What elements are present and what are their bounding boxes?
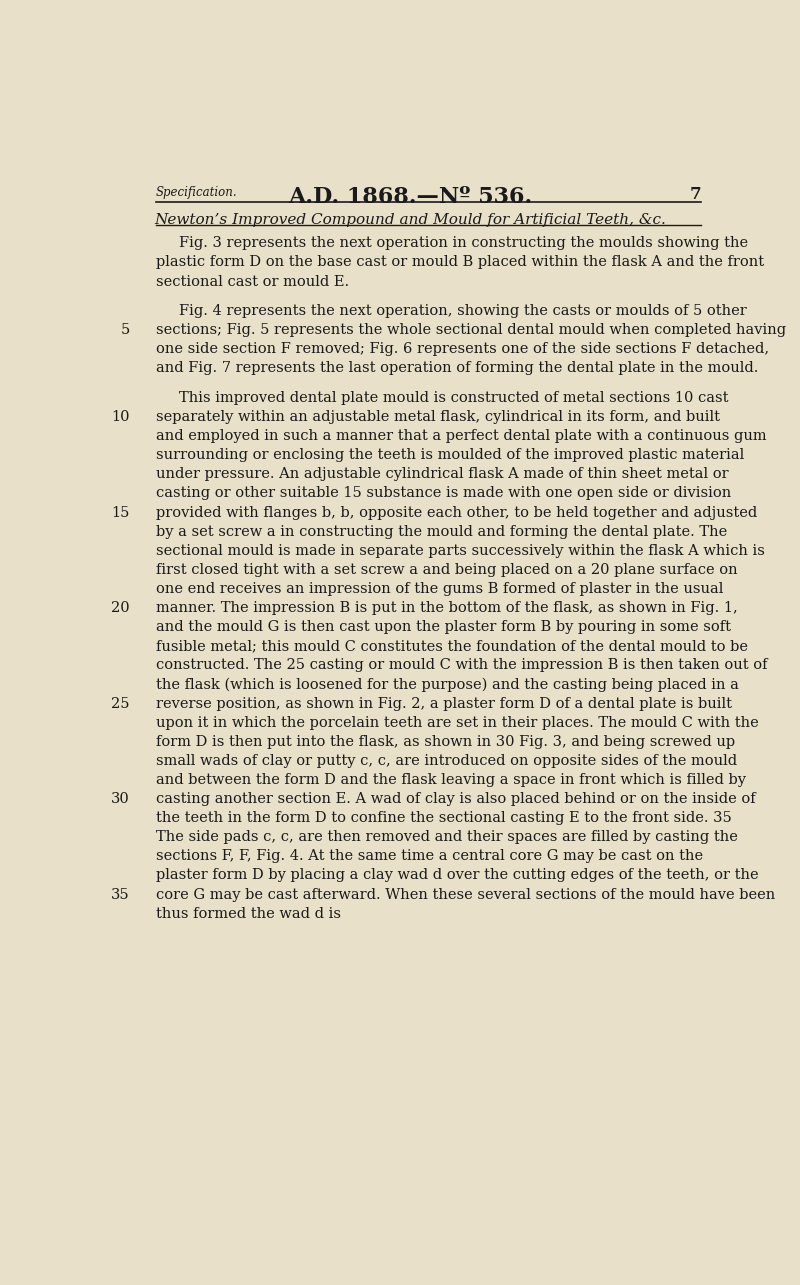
Text: by a set screw a in constructing the mould and forming the dental plate. The: by a set screw a in constructing the mou… xyxy=(156,524,727,538)
Text: one end receives an impression of the gums B formed of plaster in the usual: one end receives an impression of the gu… xyxy=(156,582,723,596)
Text: casting another section E. A wad of clay is also placed behind or on the inside : casting another section E. A wad of clay… xyxy=(156,792,755,806)
Text: 5: 5 xyxy=(121,324,130,337)
Text: The side pads c, c, are then removed and their spaces are filled by casting the: The side pads c, c, are then removed and… xyxy=(156,830,738,844)
Text: core G may be cast afterward. When these several sections of the mould have been: core G may be cast afterward. When these… xyxy=(156,888,775,902)
Text: 7: 7 xyxy=(690,186,702,203)
Text: separately within an adjustable metal flask, cylindrical in its form, and built: separately within an adjustable metal fl… xyxy=(156,410,720,424)
Text: Newton’s Improved Compound and Mould for Artificial Teeth, &c.: Newton’s Improved Compound and Mould for… xyxy=(154,212,666,226)
Text: reverse position, as shown in Fig. 2, a plaster form D of a dental plate is buil: reverse position, as shown in Fig. 2, a … xyxy=(156,696,732,711)
Text: casting or other suitable 15 substance is made with one open side or division: casting or other suitable 15 substance i… xyxy=(156,487,731,500)
Text: upon it in which the porcelain teeth are set in their places. The mould C with t: upon it in which the porcelain teeth are… xyxy=(156,716,758,730)
Text: A.D. 1868.—Nº 536.: A.D. 1868.—Nº 536. xyxy=(288,186,532,208)
Text: sections F, F, Fig. 4. At the same time a central core G may be cast on the: sections F, F, Fig. 4. At the same time … xyxy=(156,849,703,864)
Text: sectional cast or mould E.: sectional cast or mould E. xyxy=(156,275,349,289)
Text: Specification.: Specification. xyxy=(156,186,238,199)
Text: one side section F removed; Fig. 6 represents one of the side sections F detache: one side section F removed; Fig. 6 repre… xyxy=(156,342,769,356)
Text: manner. The impression B is put in the bottom of the flask, as shown in Fig. 1,: manner. The impression B is put in the b… xyxy=(156,601,738,616)
Text: fusible metal; this mould C constitutes the foundation of the dental mould to be: fusible metal; this mould C constitutes … xyxy=(156,639,748,653)
Text: and between the form D and the flask leaving a space in front which is filled by: and between the form D and the flask lea… xyxy=(156,774,746,786)
Text: and employed in such a manner that a perfect dental plate with a continuous gum: and employed in such a manner that a per… xyxy=(156,429,766,443)
Text: Fig. 4 represents the next operation, showing the casts or moulds of 5 other: Fig. 4 represents the next operation, sh… xyxy=(179,305,747,319)
Text: the teeth in the form D to confine the sectional casting E to the front side. 35: the teeth in the form D to confine the s… xyxy=(156,811,731,825)
Text: thus formed the wad d is: thus formed the wad d is xyxy=(156,907,341,920)
Text: small wads of clay or putty c, c, are introduced on opposite sides of the mould: small wads of clay or putty c, c, are in… xyxy=(156,754,737,768)
Text: 30: 30 xyxy=(111,792,130,806)
Text: plastic form D on the base cast or mould B placed within the flask A and the fro: plastic form D on the base cast or mould… xyxy=(156,256,764,270)
Text: 35: 35 xyxy=(111,888,130,902)
Text: sectional mould is made in separate parts successively within the flask A which : sectional mould is made in separate part… xyxy=(156,544,765,558)
Text: 25: 25 xyxy=(111,696,130,711)
Text: plaster form D by placing a clay wad d over the cutting edges of the teeth, or t: plaster form D by placing a clay wad d o… xyxy=(156,869,758,883)
Text: 15: 15 xyxy=(111,505,130,519)
Text: form D is then put into the flask, as shown in 30 Fig. 3, and being screwed up: form D is then put into the flask, as sh… xyxy=(156,735,735,749)
Text: the flask (which is loosened for the purpose) and the casting being placed in a: the flask (which is loosened for the pur… xyxy=(156,677,738,691)
Text: 10: 10 xyxy=(111,410,130,424)
Text: Fig. 3 represents the next operation in constructing the moulds showing the: Fig. 3 represents the next operation in … xyxy=(179,236,749,251)
Text: and Fig. 7 represents the last operation of forming the dental plate in the moul: and Fig. 7 represents the last operation… xyxy=(156,361,758,375)
Text: surrounding or enclosing the teeth is moulded of the improved plastic material: surrounding or enclosing the teeth is mo… xyxy=(156,448,744,463)
Text: constructed. The 25 casting or mould C with the impression B is then taken out o: constructed. The 25 casting or mould C w… xyxy=(156,658,767,672)
Text: This improved dental plate mould is constructed of metal sections 10 cast: This improved dental plate mould is cons… xyxy=(179,391,729,405)
Text: provided with flanges b, b, opposite each other, to be held together and adjuste: provided with flanges b, b, opposite eac… xyxy=(156,505,757,519)
Text: and the mould G is then cast upon the plaster form B by pouring in some soft: and the mould G is then cast upon the pl… xyxy=(156,621,731,635)
Text: 20: 20 xyxy=(111,601,130,616)
Text: under pressure. An adjustable cylindrical flask A made of thin sheet metal or: under pressure. An adjustable cylindrica… xyxy=(156,468,729,482)
Text: sections; Fig. 5 represents the whole sectional dental mould when completed havi: sections; Fig. 5 represents the whole se… xyxy=(156,324,786,337)
Text: first closed tight with a set screw a and being placed on a 20 plane surface on: first closed tight with a set screw a an… xyxy=(156,563,738,577)
